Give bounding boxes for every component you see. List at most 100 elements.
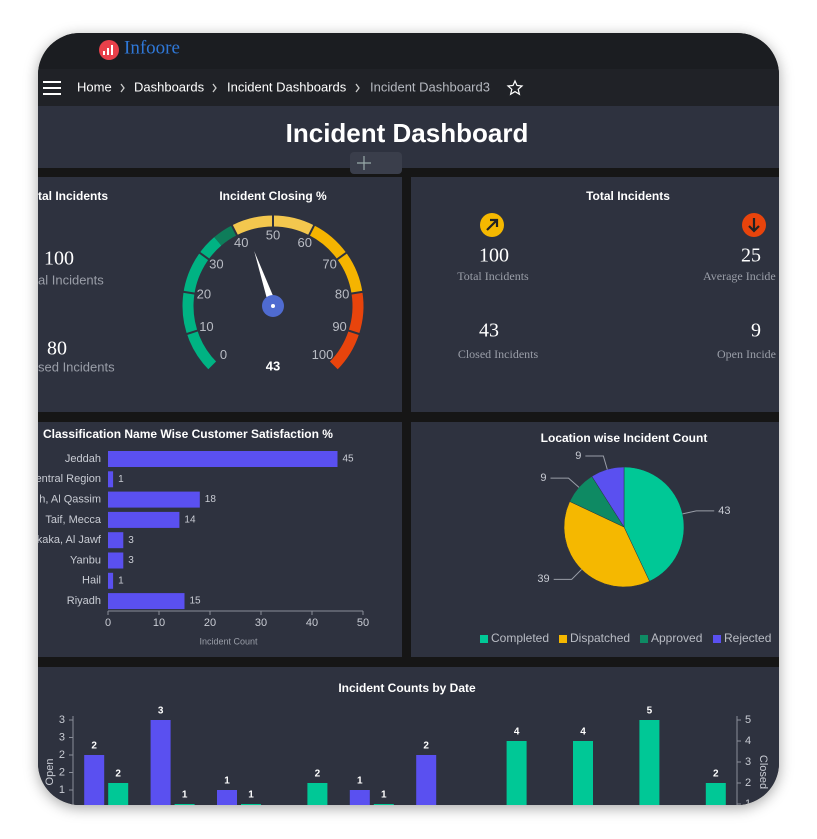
menu-icon[interactable]: [43, 81, 61, 95]
top-bar: [38, 33, 779, 69]
y-tick-label: Hail: [82, 575, 101, 587]
kpi-title: tal Incidents: [38, 189, 108, 203]
gauge-tick-label: 0: [220, 347, 227, 362]
x-tick-label: 40: [306, 617, 318, 629]
logo-bars: [103, 45, 113, 55]
y-tick-label: kaka, Al Jawf: [37, 534, 102, 546]
bar: [108, 491, 200, 508]
gauge-tick: [207, 361, 218, 372]
bar: [307, 783, 328, 805]
bar: [174, 804, 195, 805]
bar: [639, 720, 660, 805]
bar: [150, 720, 171, 805]
y-tick-label: h, Al Qassim: [39, 494, 101, 506]
value-label: 2: [115, 769, 121, 780]
y2-tick-label: 4: [745, 735, 751, 747]
logo-text: Infoore: [124, 37, 180, 58]
kpi-value: 9: [751, 320, 761, 342]
bar: [705, 783, 726, 805]
value-label: 3: [158, 706, 164, 717]
favorite-star[interactable]: [506, 79, 524, 96]
value-label: 2: [315, 769, 321, 780]
value-label: 1: [118, 474, 124, 485]
bar: [108, 511, 180, 528]
gauge-needle: [254, 251, 277, 308]
kpi-label: sed Incidents: [38, 359, 115, 374]
panel: [411, 177, 779, 412]
kpi-label: Open Incide: [717, 347, 776, 361]
value-label: 5: [647, 706, 653, 717]
breadcrumb: Incident Dashboard3: [370, 79, 490, 94]
kpi-value: 43: [479, 320, 499, 342]
down-arrow: [748, 218, 760, 233]
bar: [84, 755, 105, 805]
gauge-tick: [336, 251, 348, 261]
value-label: 2: [713, 769, 719, 780]
value-label: 1: [381, 790, 387, 801]
y2-axis-title: Closed: [757, 755, 769, 789]
chart-title: Classification Name Wise Customer Satisf…: [43, 427, 333, 441]
bar: [108, 783, 129, 805]
value-label: 18: [205, 494, 217, 505]
gauge-tick-label: 100: [312, 347, 334, 362]
gauge-tick-label: 80: [335, 286, 349, 301]
y-tick-label: 3: [59, 731, 65, 743]
legend-label: Approved: [651, 631, 702, 645]
breadcrumb-bar: [38, 69, 779, 106]
breadcrumb[interactable]: Incident Dashboards: [227, 79, 347, 94]
gauge-tick-label: 30: [209, 256, 223, 271]
value-label: 39: [537, 573, 549, 585]
y2-tick-label: 2: [745, 777, 751, 789]
kpi-label: Closed Incidents: [458, 347, 539, 361]
value-label: 14: [184, 515, 196, 526]
value-label: 15: [190, 596, 202, 607]
legend-swatch: [559, 635, 567, 643]
x-tick-label: 20: [204, 617, 216, 629]
bar: [573, 741, 593, 805]
legend-label: Dispatched: [570, 631, 630, 645]
bar: [217, 790, 237, 805]
value-label: 1: [118, 575, 124, 586]
gauge-value: 43: [266, 358, 280, 373]
content: Infoore Home Dashboards Incident Dashboa…: [37, 33, 779, 805]
breadcrumb[interactable]: Dashboards: [134, 79, 205, 94]
gauge-tick-label: 70: [322, 256, 336, 271]
kpi-label: al Incidents: [38, 272, 104, 287]
gauge-tick-label: 10: [199, 319, 213, 334]
title-panel: [38, 106, 779, 168]
gauge-tick: [230, 224, 239, 237]
gauge-tick: [182, 290, 196, 295]
gauge-pivot-dot: [271, 304, 275, 308]
kpi-label: Total Incidents: [457, 269, 529, 283]
chart-title: Location wise Incident Count: [541, 431, 708, 445]
value-label: 2: [423, 741, 429, 752]
x-tick-label: 50: [357, 617, 369, 629]
value-label: 2: [91, 741, 97, 752]
x-axis-title: Incident Count: [199, 636, 258, 646]
x-tick-label: 10: [153, 617, 165, 629]
gauge-tick-label: 20: [197, 286, 211, 301]
legend-swatch: [640, 635, 648, 643]
breadcrumb[interactable]: Home: [77, 79, 112, 94]
legend-swatch: [713, 635, 721, 643]
leader-line: [553, 569, 582, 580]
kpi-label: Average Incide: [703, 269, 776, 283]
x-tick-label: 0: [105, 617, 111, 629]
gauge-tick-label: 90: [332, 319, 346, 334]
dashboard-title: Incident Dashboard: [286, 118, 529, 148]
leader-line: [550, 477, 580, 488]
gauge-tick-label: 60: [298, 235, 312, 250]
value-label: 3: [128, 555, 134, 566]
gauge-tick: [307, 224, 316, 237]
leader-line: [585, 455, 608, 470]
bar: [349, 790, 370, 805]
drag-handle[interactable]: [350, 152, 402, 174]
x-tick-label: 30: [255, 617, 267, 629]
gauge-tick-label: 50: [266, 227, 280, 242]
bar: [108, 552, 124, 569]
y-tick-label: Jeddah: [65, 453, 101, 465]
value-label: 3: [128, 535, 134, 546]
gauge-tick: [186, 329, 199, 336]
value-label: 4: [580, 727, 586, 738]
